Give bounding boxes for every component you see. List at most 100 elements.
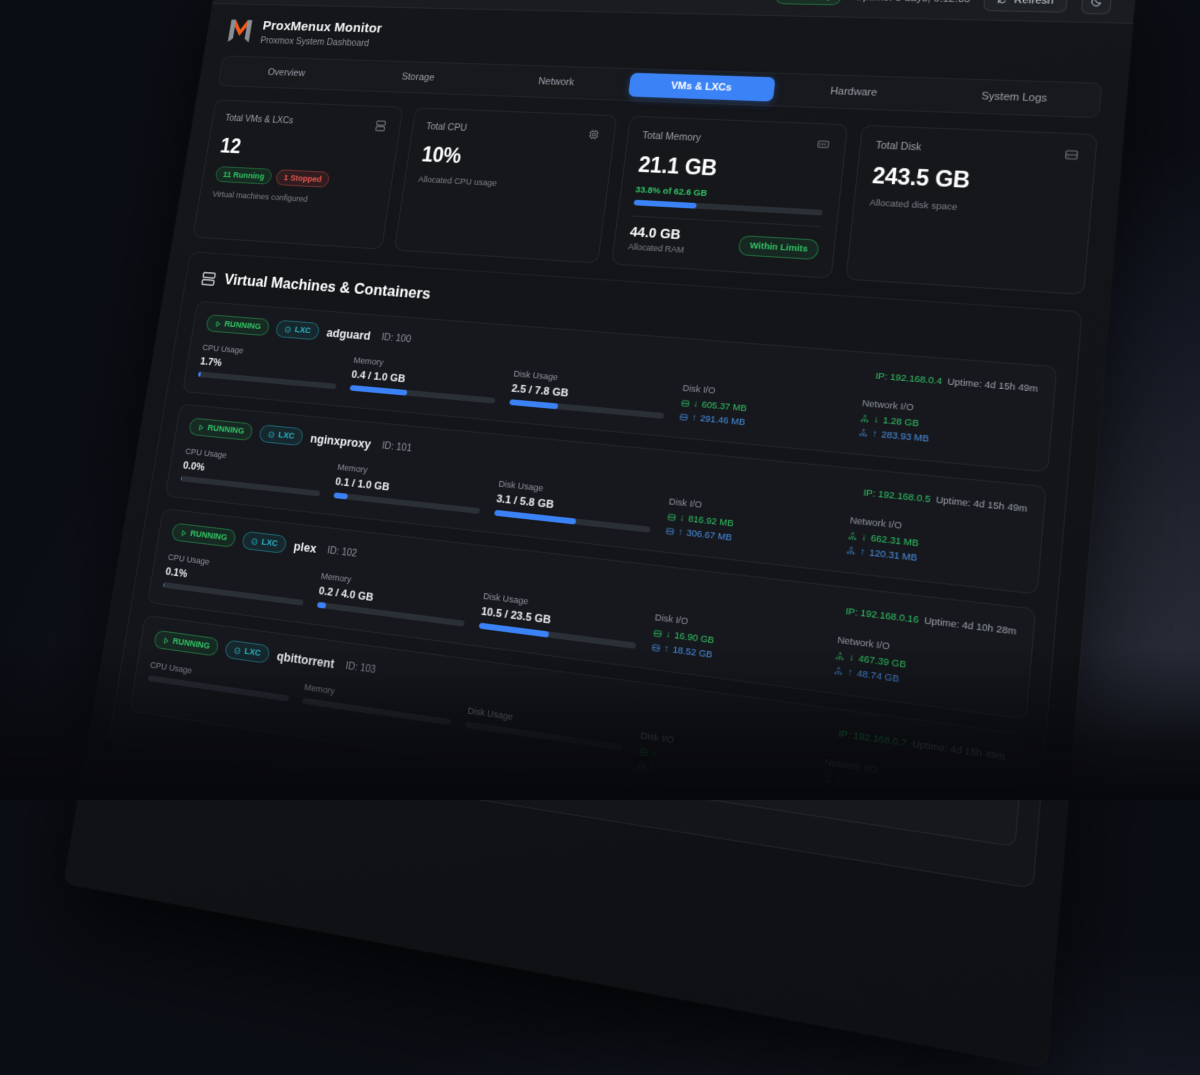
system-uptime: Uptime: 5 days, 6:12:35: [855, 0, 971, 5]
tab-hardware[interactable]: Hardware: [777, 77, 932, 107]
vm-name: plex: [293, 539, 318, 556]
disk-io-write-value: 18.52 GB: [672, 644, 713, 660]
tab-storage[interactable]: Storage: [351, 64, 486, 91]
vm-uptime: Uptime: 4d 10h 28m: [924, 615, 1017, 638]
type-badge-lxc: LXC: [242, 531, 288, 554]
disk-io-read-value: 605.37 MB: [701, 399, 747, 414]
page-title: ProxMenux Monitor: [262, 18, 383, 36]
status-badge-running: RUNNING: [188, 417, 254, 441]
network-icon: [860, 414, 870, 424]
allocated-ram-label: Allocated RAM: [628, 242, 685, 255]
stat-card-label: Total VMs & LXCs: [224, 113, 294, 126]
vm-ip: IP: 192.168.0.4: [875, 371, 943, 387]
allocated-ram-value: 44.0 GB: [629, 225, 687, 243]
type-label: LXC: [278, 430, 296, 442]
network-icon: [834, 666, 844, 677]
refresh-icon: [997, 0, 1008, 4]
status-badge-run: 11 Running: [215, 166, 273, 185]
stat-card-value: 21.1 GB: [637, 152, 828, 186]
vm-ip: IP: 192.168.0.16: [845, 606, 919, 626]
box-icon: [284, 325, 292, 333]
vm-name: qbittorrent: [276, 649, 335, 672]
hard-drive-icon: [1064, 148, 1080, 163]
status-label: RUNNING: [172, 636, 211, 652]
hard-drive-icon: [636, 761, 646, 772]
stat-card-value: 12: [219, 134, 385, 165]
vm-uptime: Uptime: 4d 15h 49m: [912, 738, 1006, 763]
box-icon: [268, 430, 276, 438]
metric-disk-io: Disk I/O↓ 816.92 MB↑ 306.67 MB: [665, 496, 834, 554]
box-icon: [251, 537, 259, 545]
vm-id: ID: 102: [327, 544, 358, 559]
vm-network-meta: IP: 192.168.0.16 Uptime: 4d 10h 28m: [845, 606, 1017, 638]
tab-vms-lxcs[interactable]: VMs & LXCs: [628, 73, 776, 102]
server-stack-icon: [373, 119, 388, 133]
network-icon: [848, 532, 858, 542]
tab-network[interactable]: Network: [486, 68, 627, 96]
network-io-down-value: 662.31 MB: [870, 533, 919, 550]
metric-cpu: CPU Usage: [148, 660, 292, 702]
stat-card-label: Total Disk: [875, 140, 922, 153]
disk-io-read-value: 16.90 GB: [674, 630, 715, 646]
stat-card-label: Total CPU: [425, 121, 467, 133]
type-badge-lxc: LXC: [224, 640, 270, 664]
vm-network-meta: IP: 192.168.0.5 Uptime: 4d 15h 49m: [863, 487, 1028, 515]
metric-disk-io: Disk I/O↓ ↑: [636, 730, 808, 797]
metric-memory: Memory: [302, 682, 454, 725]
vm-id: ID: 101: [381, 440, 412, 454]
memory-stick-icon: [816, 137, 831, 151]
network-io-up-value: 120.31 MB: [869, 547, 918, 564]
divider: [632, 216, 821, 228]
status-badge-health: Healthy: [775, 0, 843, 5]
node-indicator: Node: constructor: [654, 0, 763, 1]
cpu-chip-icon: [587, 128, 601, 141]
network-icon: [822, 774, 832, 785]
play-icon: [180, 529, 188, 537]
network-icon: [821, 789, 831, 800]
play-icon: [214, 320, 222, 328]
health-label: Healthy: [797, 0, 833, 1]
vm-ip: IP: 192.168.0.5: [863, 487, 931, 505]
vm-network-meta: IP: 192.168.0.7 Uptime: 4d 15h 49m: [838, 728, 1006, 763]
tab-overview[interactable]: Overview: [222, 60, 351, 87]
theme-toggle-button[interactable]: [1081, 0, 1113, 14]
network-icon: [835, 651, 845, 662]
hard-drive-icon: [680, 399, 690, 409]
vm-uptime: Uptime: 4d 15h 49m: [935, 494, 1027, 515]
network-io-up-value: 48.74 GB: [856, 668, 899, 685]
type-label: LXC: [261, 537, 279, 549]
vm-ip: IP: 192.168.0.7: [838, 728, 907, 749]
stat-card-label: Total Memory: [642, 130, 702, 144]
refresh-label: Refresh: [1014, 0, 1055, 6]
metric-network-io: Network I/O↓ ↑: [821, 757, 1003, 827]
metric-disk: Disk Usage: [465, 705, 625, 750]
vm-name: adguard: [326, 325, 372, 342]
metric-network-io: Network I/O↓ 467.39 GB↑ 48.74 GB: [834, 635, 1015, 700]
type-badge-lxc: LXC: [259, 424, 305, 446]
page-subtitle: Proxmox System Dashboard: [260, 35, 381, 49]
perspective-stage: Node: constructor Healthy Uptime: 5 days…: [0, 0, 1200, 800]
proxmenux-m-logo: [225, 17, 256, 45]
box-icon: [234, 646, 242, 655]
metric-network-io: Network I/O↓ 662.31 MB↑ 120.31 MB: [846, 515, 1025, 576]
refresh-button[interactable]: Refresh: [984, 0, 1069, 12]
tab-system-logs[interactable]: System Logs: [934, 82, 1097, 113]
server-stack-icon: [200, 269, 218, 287]
metric-disk-io: Disk I/O↓ 16.90 GB↑ 18.52 GB: [651, 612, 822, 674]
status-badge-within-limits: Within Limits: [738, 235, 820, 260]
play-icon: [162, 636, 170, 644]
dashboard-window: Node: constructor Healthy Uptime: 5 days…: [64, 0, 1136, 1068]
